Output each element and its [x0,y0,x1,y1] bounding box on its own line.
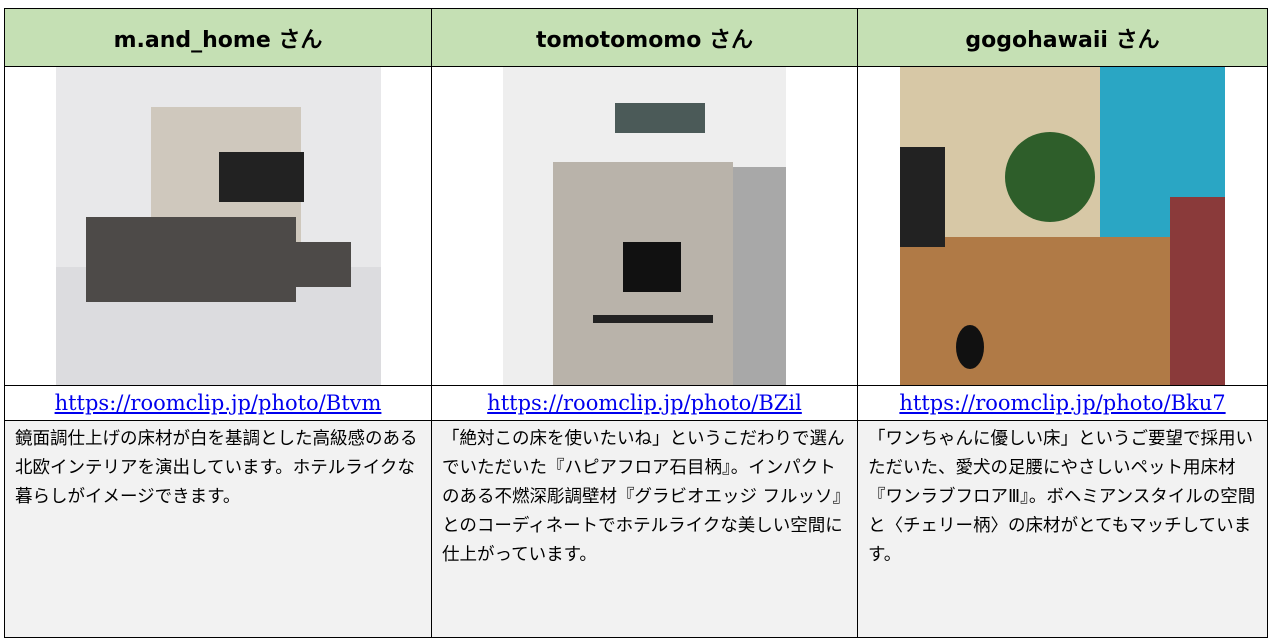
image-cell [431,66,858,386]
description: 鏡面調仕上げの床材が白を基調とした高級感のある北欧インテリアを演出しています。ホ… [4,420,432,638]
image-cell [857,66,1268,386]
link-row: https://roomclip.jp/photo/Btvm https://r… [4,385,1268,421]
photo-link[interactable]: https://roomclip.jp/photo/Bku7 [899,391,1226,415]
column-header: tomotomomo さん [431,8,858,67]
photo [900,67,1225,385]
description: 「ワンちゃんに優しい床」というご要望で採用いただいた、愛犬の足腰にやさしいペット… [857,420,1268,638]
image-row [4,66,1268,386]
header-row: m.and_home さん tomotomomo さん gogohawaii さ… [4,8,1268,67]
column-header: m.and_home さん [4,8,432,67]
link-cell: https://roomclip.jp/photo/BZil [431,385,858,421]
link-cell: https://roomclip.jp/photo/Bku7 [857,385,1268,421]
image-cell [4,66,432,386]
description: 「絶対この床を使いたいね」というこだわりで選んでいただいた『ハピアフロア石目柄』… [431,420,858,638]
column-header: gogohawaii さん [857,8,1268,67]
gallery-table: m.and_home さん tomotomomo さん gogohawaii さ… [4,8,1268,638]
photo [503,67,786,385]
photo-link[interactable]: https://roomclip.jp/photo/BZil [487,391,802,415]
photo [55,67,381,385]
description-row: 鏡面調仕上げの床材が白を基調とした高級感のある北欧インテリアを演出しています。ホ… [4,420,1268,638]
link-cell: https://roomclip.jp/photo/Btvm [4,385,432,421]
photo-link[interactable]: https://roomclip.jp/photo/Btvm [54,391,382,415]
